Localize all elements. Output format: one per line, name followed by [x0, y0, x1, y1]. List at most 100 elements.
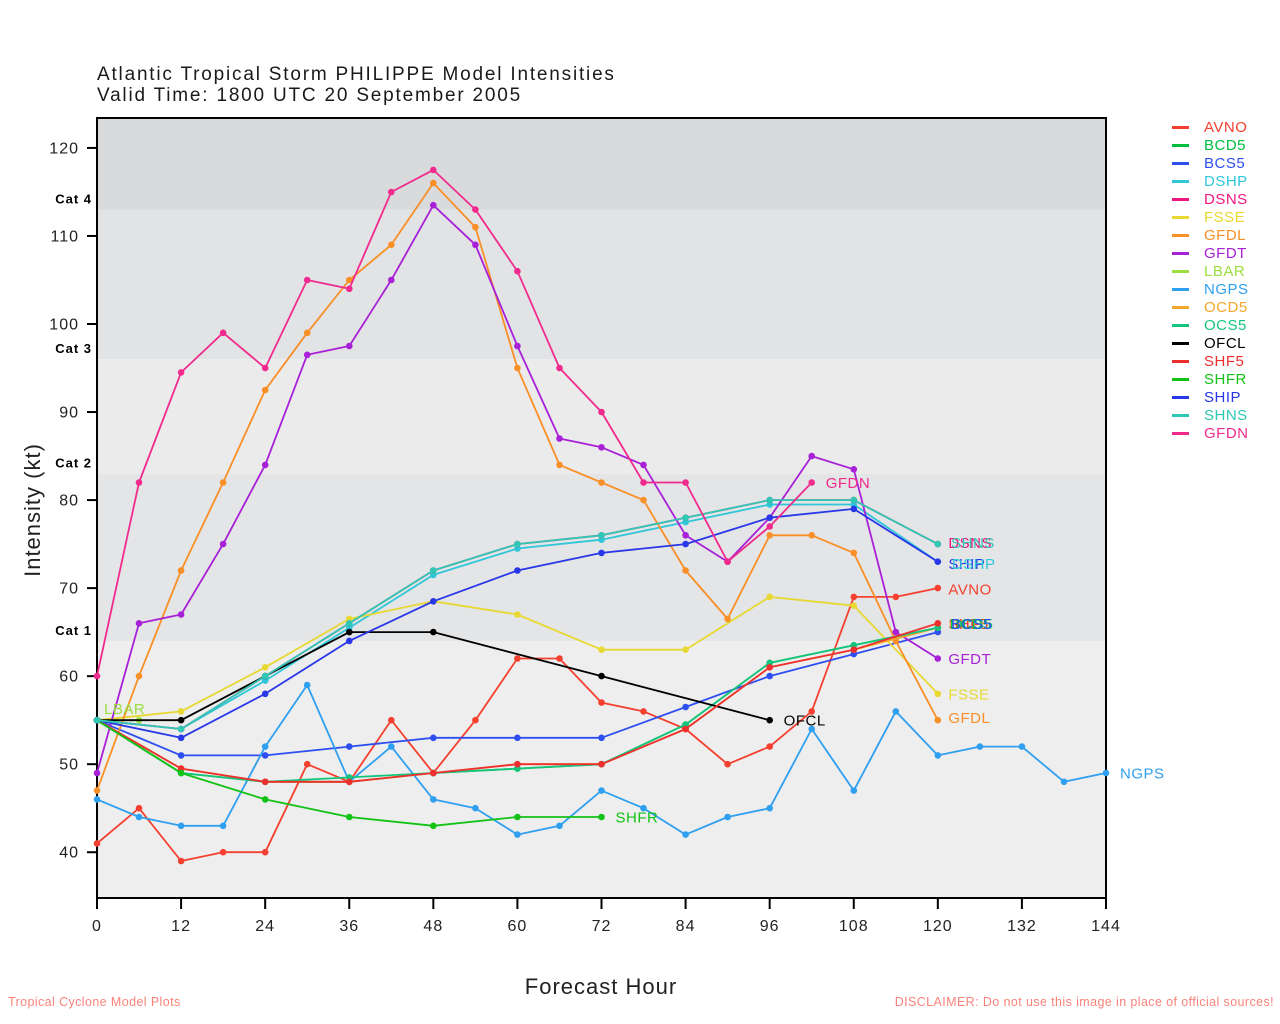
category-band-ts	[97, 640, 1106, 898]
legend-swatch-OCS5	[1172, 324, 1189, 328]
legend-swatch-OFCL	[1172, 342, 1189, 346]
legend-label-OCS5: OCS5	[1204, 317, 1247, 335]
data-point-GFDN	[346, 285, 353, 293]
data-point-SHIP	[177, 734, 185, 742]
data-point-GFDN	[640, 479, 647, 486]
data-point-AVNO	[640, 708, 647, 715]
data-point-GFDL	[472, 223, 479, 231]
data-point-FSSE	[682, 646, 689, 653]
legend-swatch-GFDT	[1172, 251, 1189, 255]
data-point-SHIP	[346, 637, 353, 645]
data-point-FSSE	[261, 664, 269, 671]
data-point-NGPS	[850, 787, 858, 794]
data-point-GFDT	[850, 466, 858, 473]
data-point-GFDL	[388, 241, 395, 249]
plot-label-GFDT: GFDT	[948, 651, 991, 668]
category-band-cat-4	[97, 118, 1106, 210]
legend-label-GFDN: GFDN	[1204, 425, 1249, 443]
plot-label-DSNS: DSNS	[948, 535, 992, 552]
data-point-SHNS	[682, 514, 689, 521]
data-point-GFDL	[682, 567, 689, 574]
x-tick-label-36: 36	[339, 918, 359, 935]
data-point-GFDN	[766, 523, 773, 530]
data-point-SHFR	[346, 813, 353, 821]
data-point-SHFR	[430, 822, 437, 830]
legend-item-SHNS: SHNS	[1172, 407, 1248, 425]
data-point-GFDT	[472, 241, 479, 249]
legend-label-FSSE: FSSE	[1204, 208, 1246, 226]
data-point-GFDN	[724, 558, 731, 565]
data-point-NGPS	[177, 822, 185, 830]
legend-label-SHNS: SHNS	[1204, 407, 1248, 425]
y-tick-label-40: 40	[59, 845, 79, 862]
data-point-NGPS	[430, 796, 437, 803]
legend-swatch-OCD5	[1172, 306, 1189, 309]
data-point-GFDN	[682, 479, 689, 486]
data-point-SHNS	[93, 716, 101, 724]
x-tick-label-48: 48	[423, 918, 443, 935]
series-markers-GFDT	[93, 201, 942, 777]
data-point-GFDN	[598, 408, 605, 416]
data-point-SHIP	[766, 514, 773, 521]
data-point-SHF5	[598, 760, 605, 768]
data-point-OFCL	[598, 672, 605, 680]
legend-swatch-GFDL	[1172, 233, 1189, 237]
data-point-AVNO	[766, 743, 773, 750]
data-point-SHIP	[934, 558, 942, 565]
data-point-SHNS	[598, 532, 605, 539]
data-point-SHNS	[850, 496, 858, 504]
legend-label-SHFR: SHFR	[1204, 371, 1247, 389]
disclaimer-line-1: DISCLAIMER: Do not use this image in pla…	[894, 995, 1274, 1009]
x-tick-label-132: 132	[1007, 918, 1037, 935]
data-point-GFDL	[514, 364, 521, 372]
data-point-AVNO	[303, 760, 311, 768]
legend-label-DSHP: DSHP	[1204, 172, 1248, 190]
data-point-GFDT	[934, 655, 942, 662]
data-point-SHF5	[261, 778, 269, 786]
legend-swatch-BCD5	[1172, 143, 1189, 147]
y-axis-label-wrap: Intensity (kt)	[20, 300, 46, 720]
data-point-GFDL	[808, 532, 815, 539]
data-point-SHF5	[514, 760, 521, 768]
data-point-AVNO	[514, 655, 521, 662]
plot-label-GFDL: GFDL	[948, 710, 990, 727]
data-point-SHFR	[514, 813, 521, 821]
data-point-AVNO	[135, 804, 143, 812]
data-point-AVNO	[724, 760, 731, 768]
plot-label-AVNO: AVNO	[948, 581, 991, 598]
data-point-SHF5	[766, 664, 773, 671]
data-point-NGPS	[766, 804, 773, 812]
series-line-GFDN	[96, 168, 813, 677]
legend-swatch-SHFR	[1172, 378, 1189, 382]
data-point-GFDL	[93, 787, 101, 794]
y-tick-label-120: 120	[49, 140, 79, 157]
plot-label-OCS5: OCS5	[950, 616, 993, 633]
data-point-GFDT	[598, 444, 605, 451]
plot-label-SHNS: SHNS	[951, 535, 995, 552]
legend-label-AVNO: AVNO	[1204, 118, 1248, 136]
data-point-GFDT	[514, 342, 521, 350]
legend-swatch-DSNS	[1172, 197, 1189, 201]
footer-credit-line: Tropical Cyclone Model Plots	[8, 995, 181, 1009]
data-point-NGPS	[682, 831, 689, 838]
data-point-AVNO	[808, 708, 815, 715]
data-point-AVNO	[850, 593, 858, 601]
legend-swatch-DSHP	[1172, 179, 1189, 183]
legend-swatch-LBAR	[1172, 269, 1189, 273]
data-point-GFDL	[598, 479, 605, 486]
data-point-OFCL	[766, 716, 773, 724]
legend-item-GFDN: GFDN	[1172, 425, 1249, 443]
data-point-GFDN	[808, 479, 815, 486]
data-point-GFDL	[177, 567, 185, 574]
data-point-FSSE	[598, 646, 605, 653]
data-point-SHFR	[598, 813, 605, 821]
data-point-BCS5	[261, 752, 269, 759]
data-point-SHNS	[514, 540, 521, 548]
footer-disclaimer: DISCLAIMER: Do not use this image in pla…	[887, 971, 1274, 1024]
x-tick-label-0: 0	[92, 918, 102, 935]
data-point-GFDN	[472, 206, 479, 213]
data-point-BCS5	[514, 734, 521, 742]
data-point-BCS5	[430, 734, 437, 742]
data-point-GFDN	[261, 364, 269, 372]
category-label: Cat 2	[55, 456, 92, 471]
